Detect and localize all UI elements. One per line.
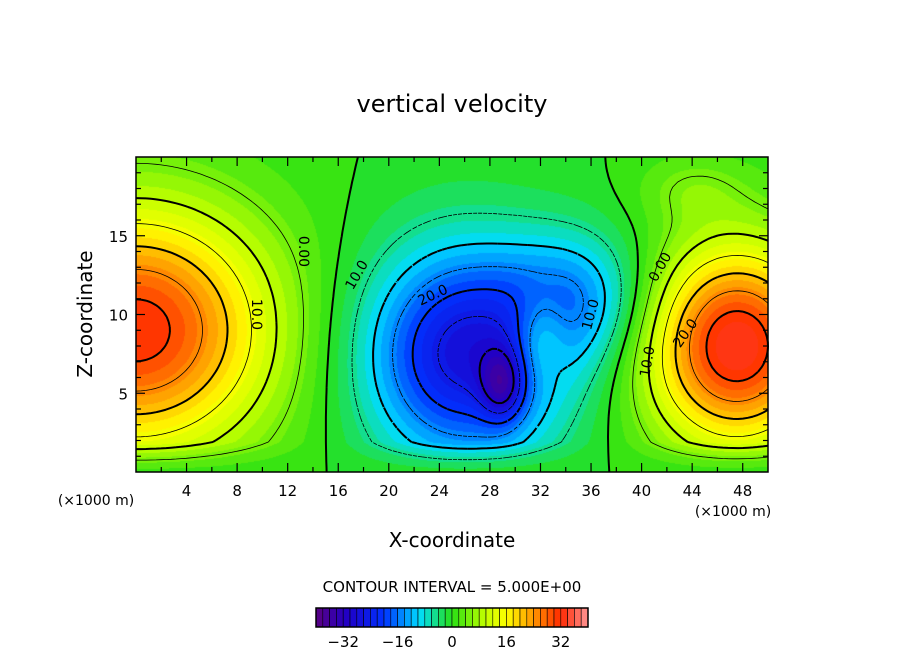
plot-frame bbox=[135, 156, 769, 473]
contour-label: 0.00 bbox=[646, 250, 675, 285]
colorbar-band bbox=[376, 607, 385, 628]
contour-label: 10.0 bbox=[248, 299, 264, 330]
x-tick-label: 40 bbox=[632, 482, 651, 500]
colorbar-band bbox=[342, 607, 351, 628]
colorbar-band bbox=[322, 607, 330, 628]
contour-line bbox=[392, 266, 584, 438]
colorbar-band bbox=[424, 607, 432, 628]
colorbar-band bbox=[315, 607, 324, 628]
colorbar-band bbox=[336, 607, 344, 628]
colorbar-tick-label: 0 bbox=[447, 633, 457, 651]
colorbar-tick-label: −32 bbox=[327, 633, 359, 651]
colorbar-band bbox=[329, 607, 337, 628]
x-tick-label: 8 bbox=[232, 482, 242, 500]
contour-line bbox=[135, 162, 769, 461]
contour-line bbox=[135, 269, 769, 402]
x-tick-label: 32 bbox=[531, 482, 550, 500]
colorbar-tick-label: −16 bbox=[382, 633, 414, 651]
colorbar-band bbox=[478, 607, 487, 628]
colorbar-band bbox=[410, 607, 419, 628]
z-unit-label: (×1000 m) bbox=[58, 493, 134, 509]
colorbar-tick-label: 32 bbox=[551, 633, 570, 651]
colorbar-band bbox=[451, 607, 460, 628]
x-tick-label: 20 bbox=[379, 482, 398, 500]
contour-line bbox=[437, 316, 521, 414]
colorbar-band bbox=[540, 607, 548, 628]
chart-title: vertical velocity bbox=[357, 90, 548, 118]
x-tick-label: 44 bbox=[683, 482, 702, 500]
colorbar-band bbox=[533, 607, 541, 628]
y-tick-label: 10 bbox=[109, 307, 128, 325]
colorbar-band bbox=[574, 607, 582, 628]
contour-line bbox=[478, 347, 515, 405]
contour-line bbox=[372, 242, 606, 450]
x-tick-label: 24 bbox=[430, 482, 449, 500]
colorbar-band bbox=[526, 607, 534, 628]
contour-label: 10.0 bbox=[579, 297, 603, 331]
colorbar-band bbox=[444, 607, 453, 628]
colorbar-band bbox=[363, 607, 371, 628]
colorbar-band bbox=[397, 607, 405, 628]
x-tick-label: 36 bbox=[581, 482, 600, 500]
x-unit-label: (×1000 m) bbox=[695, 504, 771, 520]
colorbar-band bbox=[431, 607, 439, 628]
contour-lines bbox=[135, 156, 769, 473]
contour-interval-text: CONTOUR INTERVAL = 5.000E+00 bbox=[323, 578, 582, 596]
x-tick-label: 48 bbox=[733, 482, 752, 500]
colorbar-band bbox=[458, 607, 466, 628]
contour-label: 0.00 bbox=[295, 236, 311, 267]
colorbar-band bbox=[465, 607, 473, 628]
contour-line bbox=[411, 288, 528, 425]
y-tick-label: 5 bbox=[118, 385, 128, 403]
colorbar-band bbox=[417, 607, 426, 628]
colorbar-band bbox=[506, 607, 514, 628]
colorbar-band bbox=[390, 607, 398, 628]
colorbar-band bbox=[567, 607, 575, 628]
colorbar-band bbox=[492, 607, 500, 628]
colorbar-band bbox=[580, 607, 589, 628]
contour-line bbox=[351, 212, 622, 461]
colorbar-band bbox=[553, 607, 562, 628]
contour-line bbox=[135, 223, 769, 438]
colorbar-band bbox=[438, 607, 446, 628]
colorbar-band bbox=[546, 607, 555, 628]
contour-line bbox=[135, 298, 769, 383]
contour-line bbox=[324, 156, 639, 473]
colorbar-band bbox=[512, 607, 521, 628]
contour-label: 20.0 bbox=[416, 282, 451, 310]
colorbar-frame bbox=[315, 607, 589, 628]
contour-line bbox=[135, 245, 769, 420]
contour-line bbox=[135, 197, 769, 451]
y-axis-label: Z-coordinate bbox=[73, 250, 97, 377]
contour-label: 10.0 bbox=[637, 345, 658, 378]
colorbar-band bbox=[519, 607, 528, 628]
colorbar-tick-label: 16 bbox=[497, 633, 516, 651]
contour-label: 20.0 bbox=[670, 316, 701, 351]
x-tick-label: 12 bbox=[278, 482, 297, 500]
colorbar-band bbox=[356, 607, 364, 628]
colorbar-band bbox=[383, 607, 392, 628]
colorbar-band bbox=[472, 607, 480, 628]
x-tick-label: 4 bbox=[182, 482, 192, 500]
colorbar-band bbox=[485, 607, 494, 628]
colorbar-band bbox=[499, 607, 507, 628]
x-axis-label: X-coordinate bbox=[389, 528, 516, 552]
y-tick-label: 15 bbox=[109, 228, 128, 246]
x-tick-label: 28 bbox=[480, 482, 499, 500]
colorbar-band bbox=[370, 607, 378, 628]
colorbar: −32 −16 0 16 32 bbox=[315, 607, 589, 651]
x-tick-label: 16 bbox=[329, 482, 348, 500]
colorbar-band bbox=[404, 607, 412, 628]
colorbar-band bbox=[349, 607, 358, 628]
colorbar-band bbox=[560, 607, 568, 628]
contour-label: 10.0 bbox=[342, 258, 371, 293]
